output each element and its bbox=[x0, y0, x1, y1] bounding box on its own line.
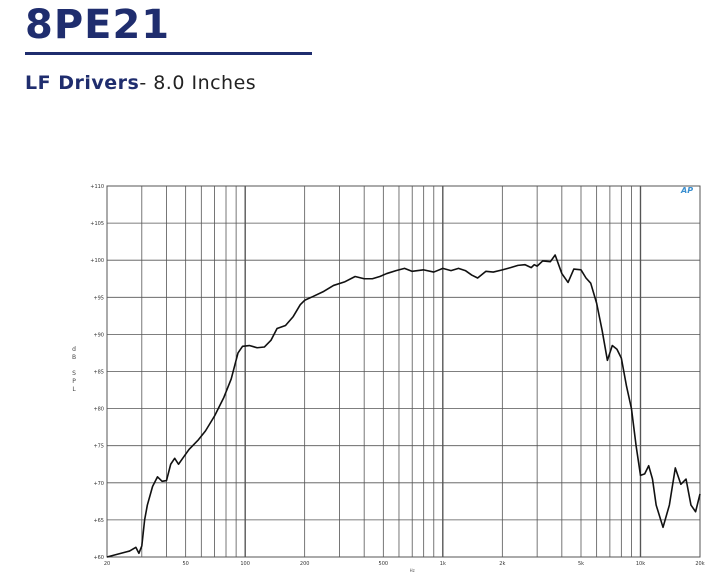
y-tick-label: +60 bbox=[93, 555, 104, 561]
ap-logo: AP bbox=[681, 186, 694, 195]
y-axis-label-char: L bbox=[72, 386, 76, 393]
x-tick-label: 100 bbox=[240, 561, 250, 567]
y-axis-label-char: S bbox=[72, 370, 76, 377]
x-tick-label: 500 bbox=[379, 561, 389, 567]
x-tick-label: 2k bbox=[499, 561, 505, 567]
x-tick-label: 200 bbox=[300, 561, 310, 567]
y-tick-label: +80 bbox=[93, 407, 104, 413]
x-tick-label: 20k bbox=[695, 561, 704, 567]
y-tick-label: +100 bbox=[90, 258, 104, 264]
x-tick-label: 10k bbox=[636, 561, 645, 567]
subtitle-category: LF Drivers bbox=[25, 72, 140, 94]
curve-layer bbox=[106, 254, 701, 558]
x-tick-label: 1k bbox=[440, 561, 446, 567]
x-tick-label: 20 bbox=[104, 561, 110, 567]
y-tick-label: +70 bbox=[93, 481, 104, 487]
y-tick-label: +110 bbox=[90, 184, 104, 190]
y-axis-label-char: P bbox=[72, 378, 76, 385]
subtitle-size: - 8.0 Inches bbox=[139, 72, 257, 94]
subtitle: LF Drivers- 8.0 Inches bbox=[25, 72, 256, 94]
x-axis-label: Hz bbox=[410, 568, 415, 573]
response-curve bbox=[106, 254, 701, 558]
y-axis-label-char: B bbox=[71, 354, 77, 361]
y-tick-label: +95 bbox=[93, 295, 104, 301]
y-tick-label: +85 bbox=[93, 370, 104, 376]
y-axis-label-char bbox=[70, 362, 78, 370]
grid-layer bbox=[106, 185, 701, 558]
y-tick-label: +65 bbox=[93, 518, 104, 524]
model-title: 8PE21 bbox=[25, 2, 171, 48]
title-rule bbox=[25, 52, 312, 55]
tick-layer: +60 +65 +70 +75 +80 +85 +90 +95 +100 +105 +110 20 50… bbox=[90, 184, 704, 573]
y-axis-label-char: d bbox=[72, 346, 76, 353]
y-tick-label: +75 bbox=[93, 444, 104, 450]
y-tick-label: +90 bbox=[93, 332, 104, 338]
y-tick-label: +105 bbox=[90, 221, 104, 227]
x-tick-label: 5k bbox=[578, 561, 584, 567]
x-tick-label: 50 bbox=[182, 561, 188, 567]
